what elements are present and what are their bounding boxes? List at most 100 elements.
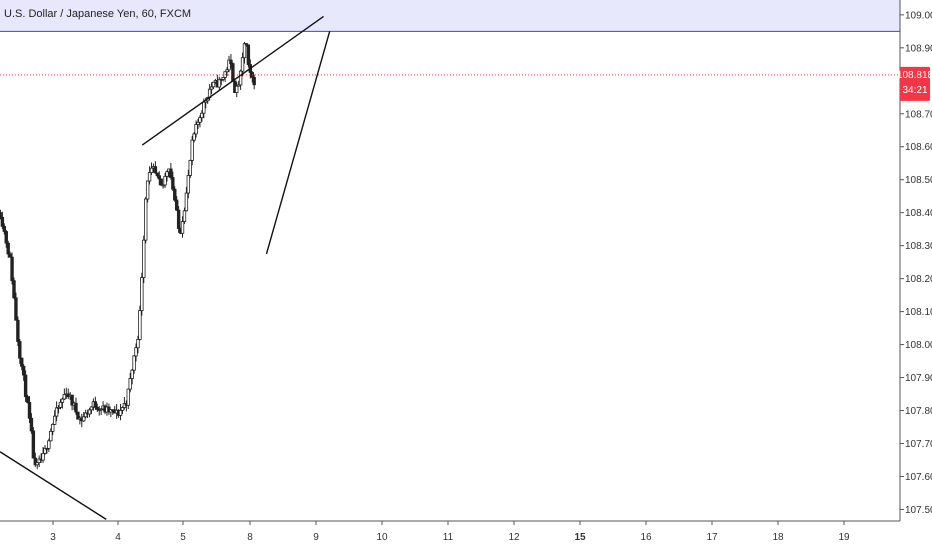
candle[interactable] [12, 277, 16, 300]
candle[interactable] [76, 411, 80, 420]
candle[interactable] [157, 171, 161, 185]
candles-layer[interactable] [0, 41, 256, 470]
candle[interactable] [149, 162, 154, 175]
candle[interactable] [236, 80, 241, 87]
candle[interactable] [161, 184, 165, 189]
candle[interactable] [29, 413, 34, 434]
candle[interactable] [134, 343, 138, 362]
candle[interactable] [186, 169, 191, 199]
candle[interactable] [145, 180, 150, 203]
candle[interactable] [176, 206, 181, 233]
candle[interactable] [16, 316, 20, 347]
candle[interactable] [126, 388, 130, 410]
candle[interactable] [14, 292, 18, 321]
candle[interactable] [194, 120, 198, 138]
candle[interactable] [0, 211, 5, 230]
candle[interactable] [242, 41, 247, 64]
candle[interactable] [244, 43, 249, 47]
candle[interactable] [165, 170, 169, 182]
candle[interactable] [58, 399, 63, 410]
candle[interactable] [159, 178, 163, 186]
candle[interactable] [43, 445, 47, 455]
candle[interactable] [209, 82, 214, 94]
candle[interactable] [198, 115, 202, 128]
wedge-lower-line[interactable] [265, 31, 331, 255]
candle[interactable] [225, 67, 229, 77]
candle[interactable] [231, 62, 235, 82]
candle[interactable] [41, 446, 45, 463]
candle[interactable] [120, 406, 125, 415]
candle[interactable] [196, 119, 200, 130]
candle[interactable] [62, 388, 67, 401]
candle[interactable] [54, 401, 59, 422]
candle[interactable] [82, 411, 86, 422]
candle[interactable] [4, 230, 8, 248]
candle[interactable] [238, 69, 243, 90]
candle[interactable] [6, 240, 10, 258]
trendlines-layer[interactable] [0, 15, 331, 520]
candle[interactable] [217, 76, 222, 90]
candle[interactable] [132, 355, 136, 374]
candle[interactable] [37, 455, 41, 467]
candle[interactable] [227, 55, 231, 73]
candle[interactable] [52, 410, 57, 426]
candle[interactable] [155, 172, 160, 178]
candle[interactable] [169, 162, 173, 180]
candle[interactable] [49, 428, 53, 442]
candle[interactable] [200, 110, 204, 122]
candle[interactable] [87, 407, 92, 418]
candle[interactable] [221, 76, 225, 82]
candle[interactable] [31, 426, 36, 459]
resistance-zone[interactable] [0, 0, 900, 32]
candle[interactable] [118, 403, 123, 421]
candle[interactable] [163, 173, 167, 189]
candle[interactable] [128, 372, 132, 393]
candle[interactable] [21, 364, 26, 381]
candle[interactable] [147, 166, 152, 185]
price-axis[interactable]: 109.000 108.900 108.700 108.600 108.500 108.4… [900, 10, 932, 516]
candle[interactable] [136, 335, 140, 354]
candle[interactable] [95, 403, 99, 412]
candle[interactable] [171, 171, 175, 191]
candle[interactable] [182, 207, 187, 225]
candle[interactable] [184, 186, 189, 212]
candle[interactable] [74, 397, 78, 415]
candle[interactable] [138, 305, 142, 341]
candle[interactable] [190, 135, 194, 166]
candle[interactable] [23, 370, 28, 402]
candle[interactable] [229, 53, 233, 69]
candle[interactable] [51, 423, 55, 436]
candle[interactable] [180, 216, 185, 238]
candle[interactable] [60, 397, 65, 409]
candle[interactable] [45, 447, 49, 454]
candle[interactable] [130, 368, 134, 385]
candle[interactable] [153, 161, 158, 174]
candle[interactable] [18, 339, 22, 364]
candle[interactable] [8, 251, 12, 258]
candle[interactable] [140, 272, 144, 316]
candle[interactable] [70, 394, 74, 411]
candle[interactable] [0, 209, 3, 220]
candle[interactable] [2, 223, 7, 235]
candle[interactable] [33, 452, 38, 468]
candle[interactable] [89, 406, 94, 414]
candle[interactable] [27, 396, 32, 423]
candle[interactable] [35, 462, 39, 470]
candle[interactable] [252, 74, 256, 90]
candle[interactable] [235, 81, 239, 98]
candle[interactable] [246, 44, 251, 68]
candle[interactable] [175, 196, 179, 211]
candle[interactable] [188, 159, 192, 179]
lower-channel-line[interactable] [0, 451, 107, 520]
candle[interactable] [20, 357, 24, 371]
candle[interactable] [93, 396, 98, 410]
candle[interactable] [173, 186, 177, 202]
wedge-upper-line[interactable] [141, 15, 324, 146]
candle[interactable] [56, 404, 61, 414]
candle[interactable] [142, 235, 146, 284]
candle[interactable] [25, 394, 30, 404]
candle[interactable] [47, 438, 51, 452]
candle[interactable] [99, 407, 103, 416]
candle[interactable] [10, 252, 14, 285]
